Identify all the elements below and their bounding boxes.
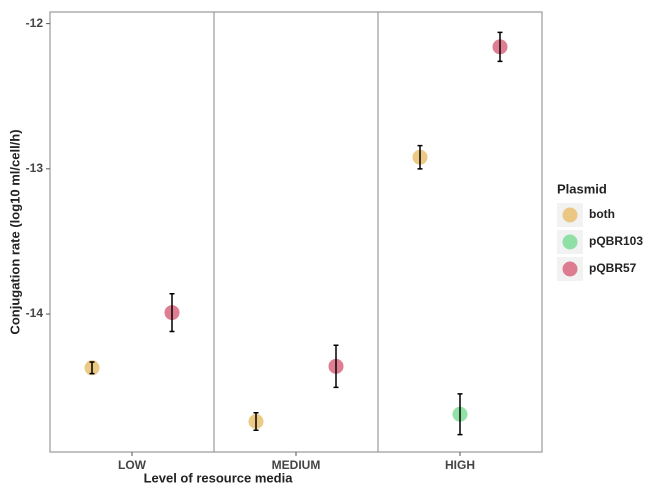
x-axis-title: Level of resource media	[144, 470, 294, 485]
error-bar	[333, 344, 339, 389]
error-bar	[497, 31, 503, 63]
y-tick-label: -14	[26, 306, 44, 320]
x-tick-label: HIGH	[445, 458, 475, 472]
legend-key	[562, 261, 578, 277]
legend-label: pQBR103	[589, 234, 643, 248]
x-tick-label: MEDIUM	[272, 458, 321, 472]
legend-title: Plasmid	[557, 181, 607, 196]
x-tick-label: LOW	[118, 458, 147, 472]
error-bar	[253, 412, 259, 431]
error-bar	[169, 292, 175, 333]
error-bar	[89, 361, 95, 375]
error-bar	[417, 144, 423, 170]
legend-key	[562, 207, 578, 223]
legend-label: pQBR57	[589, 261, 637, 275]
legend-key	[562, 234, 578, 250]
plot-panel	[49, 11, 543, 453]
y-tick-label: -12	[26, 16, 44, 30]
legend-label: both	[589, 207, 615, 221]
error-bar	[457, 393, 463, 436]
y-axis-title: Conjugation rate (log10 ml/cell/h)	[7, 129, 22, 334]
y-tick-label: -13	[26, 161, 44, 175]
